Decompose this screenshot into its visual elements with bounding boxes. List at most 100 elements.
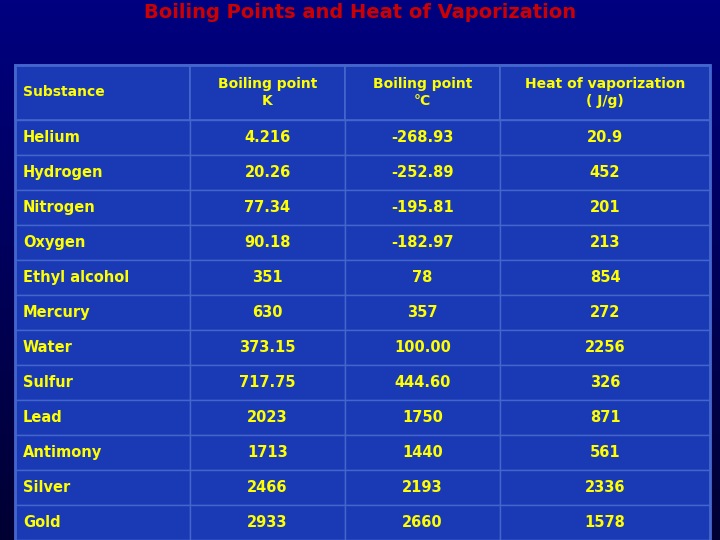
Text: Water: Water	[23, 340, 73, 355]
Text: 4.216: 4.216	[244, 130, 291, 145]
Bar	[345, 435, 500, 470]
Bar	[190, 190, 345, 225]
Text: 1750: 1750	[402, 410, 443, 425]
Bar	[15, 225, 190, 260]
Bar	[190, 330, 345, 365]
Text: 77.34: 77.34	[244, 200, 291, 215]
Bar	[15, 260, 190, 295]
Bar	[190, 400, 345, 435]
Bar	[15, 365, 190, 400]
Text: -182.97: -182.97	[391, 235, 454, 250]
Bar	[500, 505, 710, 540]
Bar	[500, 190, 710, 225]
Bar	[345, 225, 500, 260]
Bar	[190, 470, 345, 505]
Bar	[500, 435, 710, 470]
Text: 2933: 2933	[247, 515, 288, 530]
Text: 630: 630	[252, 305, 283, 320]
Bar	[500, 155, 710, 190]
Text: 201: 201	[590, 200, 621, 215]
Text: 854: 854	[590, 270, 621, 285]
Text: Ethyl alcohol: Ethyl alcohol	[23, 270, 130, 285]
Bar	[500, 65, 710, 120]
Bar	[15, 190, 190, 225]
Text: 452: 452	[590, 165, 620, 180]
Text: Gold: Gold	[23, 515, 60, 530]
Bar	[500, 330, 710, 365]
Text: 1440: 1440	[402, 445, 443, 460]
Text: 272: 272	[590, 305, 620, 320]
Text: 2336: 2336	[585, 480, 625, 495]
Text: 357: 357	[408, 305, 438, 320]
Text: Boiling point
K: Boiling point K	[218, 77, 318, 107]
Bar	[345, 65, 500, 120]
Text: 2256: 2256	[585, 340, 625, 355]
Text: 561: 561	[590, 445, 621, 460]
Bar	[190, 505, 345, 540]
Bar	[15, 65, 190, 120]
Bar	[345, 505, 500, 540]
Text: 20.9: 20.9	[587, 130, 623, 145]
Text: Heat of vaporization
( J/g): Heat of vaporization ( J/g)	[525, 77, 685, 107]
Text: 351: 351	[252, 270, 283, 285]
Bar	[345, 120, 500, 155]
Text: Substance: Substance	[23, 85, 104, 99]
Text: 373.15: 373.15	[239, 340, 296, 355]
Text: Boiling Points and Heat of Vaporization: Boiling Points and Heat of Vaporization	[144, 3, 576, 23]
Text: Helium: Helium	[23, 130, 81, 145]
Text: 100.00: 100.00	[394, 340, 451, 355]
Text: -252.89: -252.89	[391, 165, 454, 180]
Bar	[345, 365, 500, 400]
Bar	[15, 120, 190, 155]
Bar	[15, 470, 190, 505]
Text: 90.18: 90.18	[244, 235, 291, 250]
Text: 1713: 1713	[247, 445, 288, 460]
Text: 2660: 2660	[402, 515, 443, 530]
Bar	[190, 225, 345, 260]
Bar	[15, 505, 190, 540]
Text: 2023: 2023	[247, 410, 288, 425]
Text: 717.75: 717.75	[239, 375, 296, 390]
Bar	[15, 330, 190, 365]
Text: Mercury: Mercury	[23, 305, 91, 320]
Bar	[500, 365, 710, 400]
Bar	[345, 155, 500, 190]
Bar	[500, 120, 710, 155]
Text: Boiling point
°C: Boiling point °C	[373, 77, 472, 107]
Bar	[500, 225, 710, 260]
Text: 2466: 2466	[247, 480, 288, 495]
Text: Antimony: Antimony	[23, 445, 102, 460]
Bar	[190, 435, 345, 470]
Text: Hydrogen: Hydrogen	[23, 165, 104, 180]
Bar	[190, 295, 345, 330]
Bar	[190, 155, 345, 190]
Bar	[500, 470, 710, 505]
Bar	[190, 260, 345, 295]
Bar	[15, 435, 190, 470]
Text: Silver: Silver	[23, 480, 71, 495]
Text: -195.81: -195.81	[391, 200, 454, 215]
Bar	[15, 400, 190, 435]
Bar	[345, 470, 500, 505]
Bar	[15, 295, 190, 330]
Text: 444.60: 444.60	[395, 375, 451, 390]
Text: Oxygen: Oxygen	[23, 235, 86, 250]
Text: Lead: Lead	[23, 410, 63, 425]
Text: 78: 78	[413, 270, 433, 285]
Bar	[500, 295, 710, 330]
Bar	[500, 260, 710, 295]
Text: Nitrogen: Nitrogen	[23, 200, 96, 215]
Bar	[345, 330, 500, 365]
Text: Sulfur: Sulfur	[23, 375, 73, 390]
Text: 20.26: 20.26	[244, 165, 291, 180]
Bar	[190, 365, 345, 400]
Text: 1578: 1578	[585, 515, 626, 530]
Text: -268.93: -268.93	[391, 130, 454, 145]
Bar	[345, 190, 500, 225]
Bar	[500, 400, 710, 435]
Bar	[345, 400, 500, 435]
Bar	[190, 65, 345, 120]
Bar	[345, 260, 500, 295]
Bar	[190, 120, 345, 155]
Text: 871: 871	[590, 410, 621, 425]
